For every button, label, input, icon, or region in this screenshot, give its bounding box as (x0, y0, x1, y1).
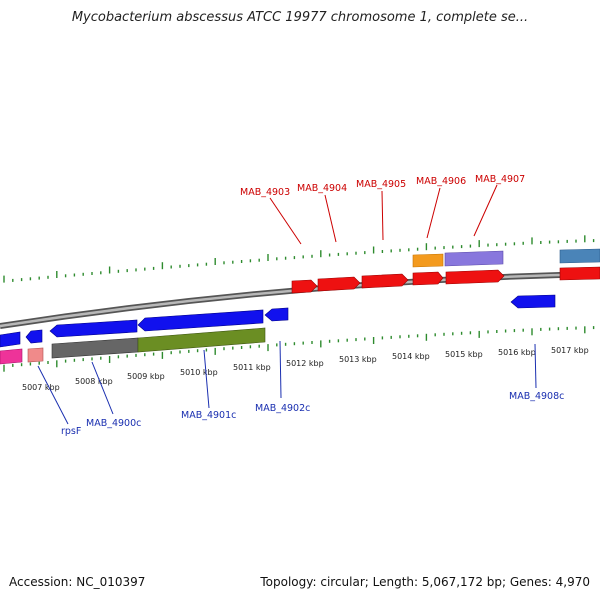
leader-line (534, 343, 537, 389)
reverse-genes (0, 294, 556, 348)
gene-mab-4901c[interactable] (137, 309, 264, 332)
leader-line (37, 365, 69, 425)
steelblue-feature[interactable] (559, 248, 600, 264)
gene-mab-4900c[interactable] (49, 319, 138, 338)
gene-mab-4905[interactable] (361, 273, 409, 289)
leader-line (91, 361, 114, 415)
gene-mab-4902c[interactable] (264, 307, 289, 322)
gene-mab-4903[interactable] (291, 279, 318, 294)
gene-mab-4908c[interactable] (510, 294, 556, 309)
leader-line (324, 194, 337, 243)
tick-label: 5016 kbp (498, 348, 536, 357)
gene-label-mab-4905[interactable]: MAB_4905 (356, 179, 406, 190)
tick-label: 5008 kbp (75, 377, 113, 386)
tick-label: 5011 kbp (233, 363, 271, 372)
map-title: Mycobacterium abscessus ATCC 19977 chrom… (71, 10, 529, 25)
leader-line (279, 340, 282, 399)
tick-label: 5014 kbp (392, 352, 430, 361)
gene-label-mab-4908c[interactable]: MAB_4908c (509, 391, 564, 402)
forward-genes (291, 266, 600, 294)
gene-label-mab-4902c[interactable]: MAB_4902c (255, 403, 310, 414)
gene-label-mab-4904[interactable]: MAB_4904 (297, 183, 347, 194)
gene-left-edge[interactable] (0, 331, 21, 348)
leader-line (203, 349, 210, 409)
tick-label: 5017 kbp (551, 346, 589, 355)
pink-feature[interactable] (0, 348, 23, 365)
tick-label: 5007 kbp (22, 383, 60, 392)
tick-label: 5013 kbp (339, 355, 377, 364)
gene-label-mab-4903[interactable]: MAB_4903 (240, 187, 290, 198)
outer-tick-row (3, 235, 595, 283)
reverse-gene-labels: rpsF MAB_4900c MAB_4901c MAB_4902c MAB_4… (37, 340, 564, 437)
gene-label-rpsf[interactable]: rpsF (61, 426, 81, 437)
olive-feature[interactable] (137, 327, 266, 353)
leader-line (426, 187, 441, 239)
gene-label-mab-4900c[interactable]: MAB_4900c (86, 418, 141, 429)
gene-label-mab-4906[interactable]: MAB_4906 (416, 176, 466, 187)
salmon-feature[interactable] (27, 347, 44, 363)
leader-line (473, 184, 498, 237)
tick-labels: 5007 kbp 5008 kbp 5009 kbp 5010 kbp 5011… (22, 346, 589, 392)
purple-feature[interactable] (444, 250, 504, 267)
tick-label: 5009 kbp (127, 372, 165, 381)
accession-text: Accession: NC_010397 (9, 575, 146, 589)
gene-rpsf[interactable] (25, 329, 43, 344)
gene-forward-edge[interactable] (559, 266, 600, 281)
tick-label: 5012 kbp (286, 359, 324, 368)
inner-tick-row (3, 326, 595, 372)
gene-label-mab-4907[interactable]: MAB_4907 (475, 174, 525, 185)
leader-line (269, 197, 302, 245)
gene-label-mab-4901c[interactable]: MAB_4901c (181, 410, 236, 421)
tick-label: 5015 kbp (445, 350, 483, 359)
tick-label: 5010 kbp (180, 368, 218, 377)
gene-mab-4904[interactable] (317, 276, 361, 292)
leader-line (381, 190, 384, 241)
topology-text: Topology: circular; Length: 5,067,172 bp… (260, 575, 590, 589)
orange-feature[interactable] (412, 253, 444, 268)
gray-feature[interactable] (51, 337, 139, 359)
gene-mab-4907[interactable] (445, 269, 505, 285)
gene-mab-4906[interactable] (412, 271, 444, 286)
forward-gene-labels: MAB_4903 MAB_4904 MAB_4905 MAB_4906 MAB_… (240, 174, 525, 245)
